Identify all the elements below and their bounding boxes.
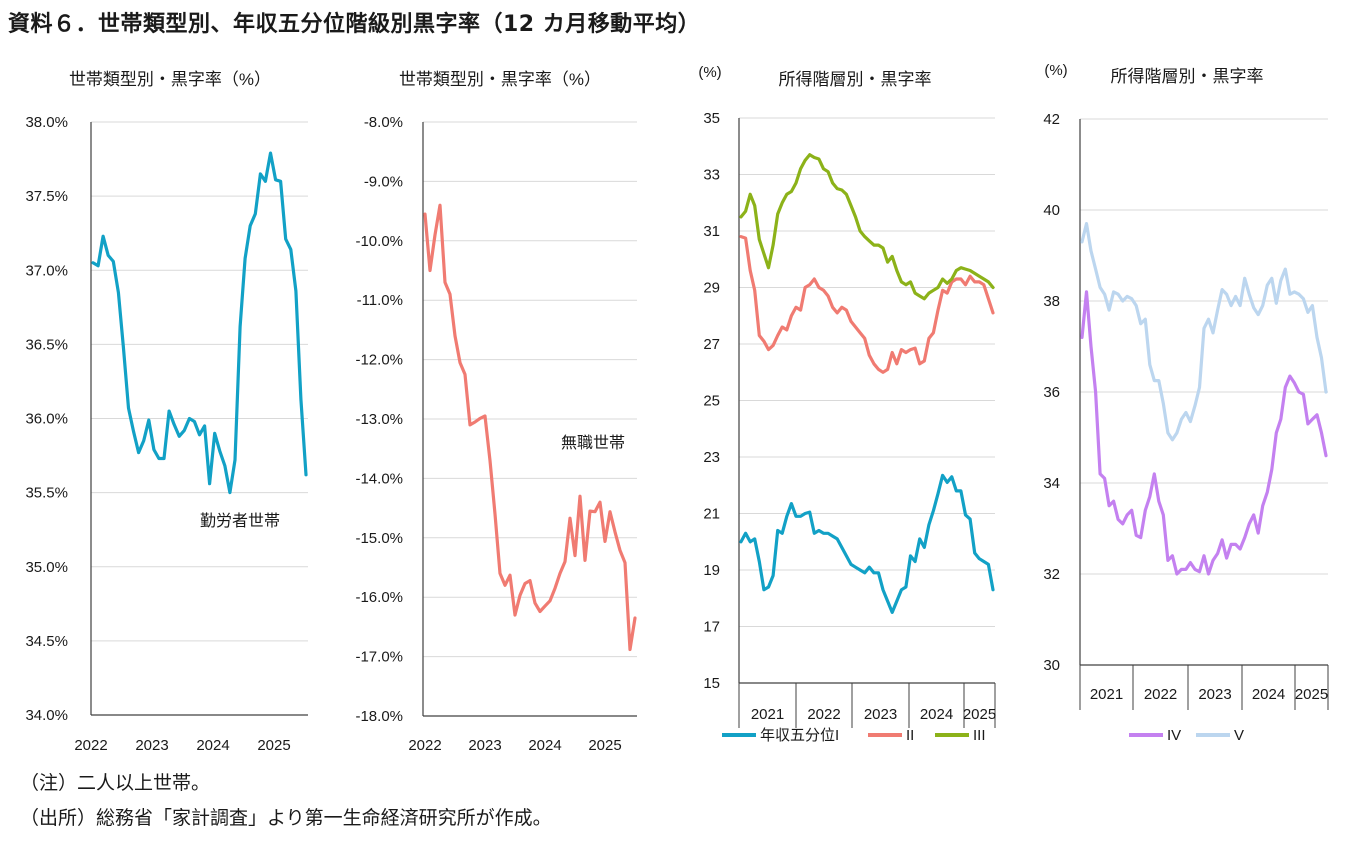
series-line — [739, 473, 995, 615]
x-tick-label: 2025 — [963, 706, 996, 723]
y-tick-label: 37.5% — [25, 188, 68, 205]
legend-label: 年収五分位I — [760, 727, 839, 744]
series-line — [739, 153, 995, 301]
y-tick-label: -13.0% — [355, 411, 403, 428]
y-tick-label: 15 — [703, 675, 720, 692]
page-title: 資料６．世帯類型別、年収五分位階級別黒字率（12 カ月移動平均） — [8, 12, 701, 37]
y-tick-label: 36.0% — [25, 411, 68, 428]
y-tick-label: -11.0% — [357, 292, 403, 309]
y-tick-label: 23 — [703, 449, 720, 466]
y-tick-label: -17.0% — [355, 649, 403, 666]
y-tick-label: 42 — [1043, 111, 1060, 128]
y-tick-label: 35.5% — [25, 485, 68, 502]
series-annotation: 勤労者世帯 — [200, 512, 280, 530]
legend-label: II — [906, 727, 914, 744]
series-line — [1080, 222, 1328, 442]
chart-title: 世帯類型別・黒字率（%） — [69, 70, 271, 89]
legend-label: V — [1234, 727, 1244, 744]
y-tick-label: 35.0% — [25, 559, 68, 576]
x-tick-label: 2022 — [807, 706, 840, 723]
source-note: （出所）総務省「家計調査」より第一生命経済研究所が作成。 — [20, 807, 552, 829]
y-tick-label: 36 — [1043, 384, 1060, 401]
y-tick-label: 32 — [1043, 566, 1060, 583]
y-tick-label: 30 — [1043, 657, 1060, 674]
series-line — [739, 235, 995, 374]
y-tick-label: 34 — [1043, 475, 1060, 492]
x-tick-label: 2023 — [1198, 686, 1231, 703]
series-line — [1080, 290, 1328, 576]
y-tick-label: 19 — [703, 562, 720, 579]
x-tick-label: 2022 — [1144, 686, 1177, 703]
y-tick-label: 34.5% — [25, 633, 68, 650]
x-tick-label: 2021 — [751, 706, 784, 723]
y-tick-label: 38.0% — [25, 114, 68, 131]
y-tick-label: -9.0% — [364, 173, 403, 190]
unit-label: (%) — [698, 64, 721, 81]
y-tick-label: 31 — [703, 223, 720, 240]
unit-label: (%) — [1044, 62, 1067, 79]
x-tick-label: 2023 — [135, 737, 168, 754]
y-tick-label: -16.0% — [355, 589, 403, 606]
footnote: （注）二人以上世帯。 — [20, 772, 211, 794]
y-tick-label: -12.0% — [355, 352, 403, 369]
x-tick-label: 2024 — [920, 706, 953, 723]
x-tick-label: 2021 — [1090, 686, 1123, 703]
y-tick-label: -18.0% — [355, 708, 403, 725]
x-tick-label: 2024 — [528, 737, 561, 754]
y-tick-label: -8.0% — [364, 114, 403, 131]
series-line — [423, 203, 637, 652]
y-tick-label: 21 — [703, 506, 720, 523]
y-tick-label: 17 — [703, 619, 720, 636]
x-tick-label: 2025 — [1295, 686, 1328, 703]
legend-label: IV — [1167, 727, 1181, 744]
series-line — [91, 151, 308, 495]
chart-title: 所得階層別・黒字率 — [1111, 67, 1264, 86]
x-tick-label: 2024 — [196, 737, 229, 754]
chart-title: 世帯類型別・黒字率（%） — [399, 70, 601, 89]
y-tick-label: 29 — [703, 280, 720, 297]
y-tick-label: 25 — [703, 393, 720, 410]
y-tick-label: 37.0% — [25, 262, 68, 279]
y-tick-label: -15.0% — [355, 530, 403, 547]
y-tick-label: -14.0% — [355, 470, 403, 487]
x-tick-label: 2022 — [74, 737, 107, 754]
chart-title: 所得階層別・黒字率 — [779, 70, 932, 89]
y-tick-label: 40 — [1043, 202, 1060, 219]
x-tick-label: 2023 — [864, 706, 897, 723]
y-tick-label: 33 — [703, 167, 720, 184]
y-tick-label: 34.0% — [25, 707, 68, 724]
y-tick-label: 36.5% — [25, 336, 68, 353]
y-tick-label: -10.0% — [355, 233, 403, 250]
x-tick-label: 2024 — [1252, 686, 1285, 703]
y-tick-label: 35 — [703, 110, 720, 127]
x-tick-label: 2023 — [468, 737, 501, 754]
x-tick-label: 2022 — [408, 737, 441, 754]
x-tick-label: 2025 — [588, 737, 621, 754]
y-tick-label: 27 — [703, 336, 720, 353]
series-annotation: 無職世帯 — [561, 434, 625, 452]
legend-label: III — [973, 727, 986, 744]
x-tick-label: 2025 — [257, 737, 290, 754]
y-tick-label: 38 — [1043, 293, 1060, 310]
